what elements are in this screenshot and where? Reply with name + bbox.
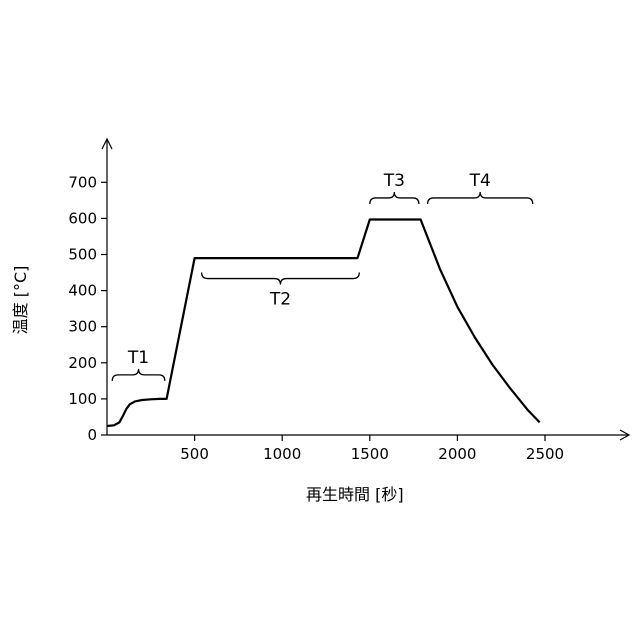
y-tick-label: 100	[68, 390, 97, 408]
x-tick-label: 1500	[351, 445, 389, 463]
phase-brace-t3	[370, 192, 419, 204]
ticks: 500 1000 1500 2000 2500 0 100 200 300 400 500 600 70…	[68, 173, 564, 463]
x-tick-label: 2500	[526, 445, 564, 463]
phase-brace-t1	[112, 369, 165, 381]
x-axis-title: 再生時間 [秒]	[306, 485, 404, 504]
x-tick-label: 500	[180, 445, 209, 463]
phase-brace-t2	[202, 273, 360, 285]
phase-label-t2: T2	[269, 290, 291, 310]
phase-annotations: T1 T2 T3 T4	[112, 171, 532, 381]
axes	[102, 139, 629, 440]
y-axis-title: 温度 [°C]	[11, 266, 30, 335]
y-tick-label: 600	[68, 209, 97, 227]
y-tick-label: 200	[68, 354, 97, 372]
y-tick-label: 0	[87, 426, 97, 444]
series	[107, 220, 540, 427]
y-tick-label: 700	[68, 173, 97, 191]
phase-brace-t4	[428, 192, 533, 204]
y-tick-label: 500	[68, 246, 97, 264]
phase-label-t1: T1	[127, 348, 149, 368]
y-tick-label: 300	[68, 318, 97, 336]
x-tick-label: 1000	[263, 445, 301, 463]
x-tick-label: 2000	[438, 445, 476, 463]
phase-label-t4: T4	[469, 171, 491, 191]
y-tick-label: 400	[68, 282, 97, 300]
temperature-profile-line	[107, 220, 540, 427]
phase-label-t3: T3	[383, 171, 405, 191]
